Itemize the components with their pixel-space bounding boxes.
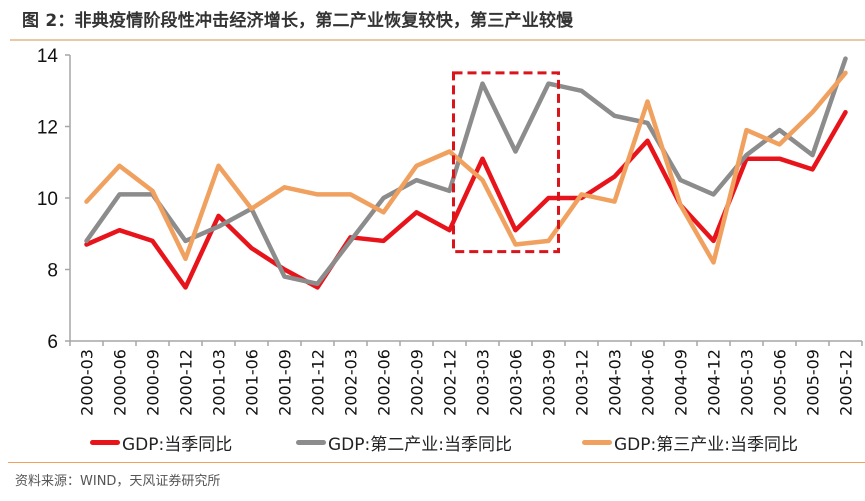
chart-legend: GDP:当季同比 GDP:第二产业:当季同比 GDP:第三产业:当季同比 <box>30 430 865 458</box>
highlight-box <box>452 71 560 254</box>
title-divider <box>10 39 865 41</box>
x-tick-label: 2002-03 <box>342 349 361 416</box>
x-tick-label: 2002-12 <box>441 349 460 416</box>
x-tick-label: 2001-12 <box>309 349 328 416</box>
legend-swatch-secondary <box>296 440 326 445</box>
x-tick-label: 2005-03 <box>738 349 757 416</box>
x-tick-label: 2005-09 <box>804 349 823 416</box>
line-chart: 6 8 10 12 14 2000-03 2000-06 2000-09 2000-12 2001… <box>37 46 863 416</box>
legend-swatch-gdp <box>90 440 120 445</box>
x-tick-label: 2004-12 <box>705 349 724 416</box>
x-tick-label: 2003-12 <box>573 349 592 416</box>
x-tick-label: 2004-03 <box>606 349 625 416</box>
x-tick-label: 2000-06 <box>111 349 130 416</box>
series-line-secondary <box>84 56 848 287</box>
legend-label-secondary: GDP:第二产业:当季同比 <box>328 435 512 455</box>
chart-annotations <box>452 71 560 254</box>
x-tick-label: 2000-12 <box>177 349 196 416</box>
x-tick-label: 2003-09 <box>540 349 559 416</box>
legend-swatch-tertiary <box>582 440 612 445</box>
y-tick-label: 14 <box>37 46 59 67</box>
x-tick-label: 2001-09 <box>276 349 295 416</box>
y-tick-label: 12 <box>37 118 58 139</box>
legend-label-gdp: GDP:当季同比 <box>122 435 233 455</box>
x-tick-label: 2000-09 <box>144 349 163 416</box>
x-tick-label: 2003-06 <box>507 349 526 416</box>
x-tick-label: 2000-03 <box>78 349 97 416</box>
x-tick-label: 2002-06 <box>375 349 394 416</box>
x-tick-label: 2001-03 <box>210 349 229 416</box>
y-tick-label: 8 <box>47 261 58 282</box>
footer-divider <box>8 462 865 463</box>
legend-item-secondary: GDP:第二产业:当季同比 <box>296 430 512 455</box>
series-line-tertiary <box>84 70 848 265</box>
x-tick-label: 2002-09 <box>408 349 427 416</box>
x-tick-label: 2005-12 <box>837 349 856 416</box>
legend-item-gdp: GDP:当季同比 <box>90 430 232 455</box>
chart-axes: 6 8 10 12 14 2000-03 2000-06 2000-09 2000-12 2001… <box>37 46 863 416</box>
x-tick-label: 2004-06 <box>639 349 658 416</box>
source-note: 资料来源：WIND，天风证券研究所 <box>15 474 221 489</box>
chart-series <box>84 56 848 290</box>
x-tick-label: 2001-06 <box>243 349 262 416</box>
x-tick-label: 2003-03 <box>474 349 493 416</box>
figure-title: 图 2：非典疫情阶段性冲击经济增长，第二产业恢复较快，第三产业较慢 <box>22 11 574 31</box>
y-tick-label: 10 <box>37 189 58 210</box>
legend-label-tertiary: GDP:第三产业:当季同比 <box>614 435 798 455</box>
legend-item-tertiary: GDP:第三产业:当季同比 <box>582 430 798 455</box>
x-tick-label: 2004-09 <box>672 349 691 416</box>
x-tick-label: 2005-06 <box>771 349 790 416</box>
y-tick-label: 6 <box>47 332 58 353</box>
